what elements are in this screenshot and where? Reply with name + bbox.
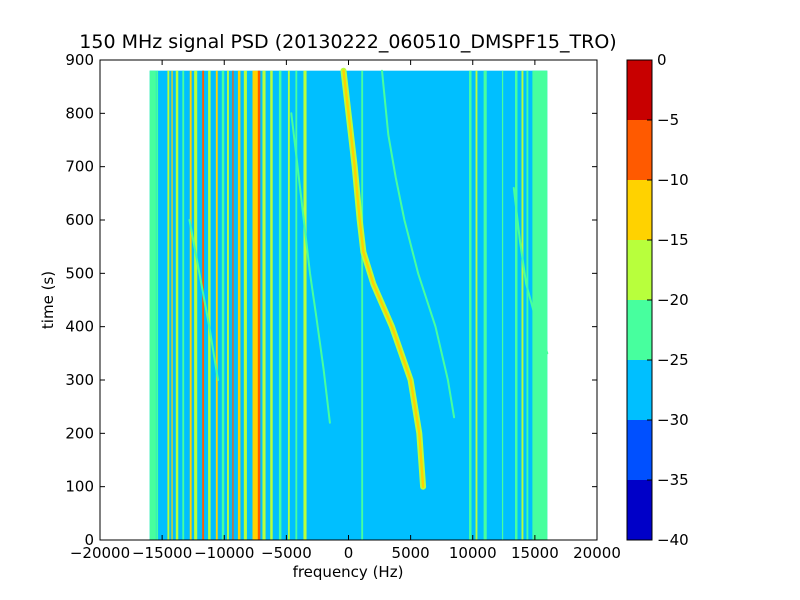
- signal-line: [252, 70, 259, 541]
- y-tick-label: 300: [65, 371, 94, 389]
- signal-line: [202, 70, 205, 541]
- signal-line: [237, 70, 241, 541]
- x-tick-label: 5000: [392, 544, 430, 562]
- signal-line: [361, 70, 364, 541]
- signal-line: [257, 70, 261, 541]
- colorbar-tick-label: −25: [657, 351, 689, 369]
- signal-line: [208, 70, 211, 541]
- signal-line: [483, 70, 487, 541]
- x-tick-label: −20000: [70, 544, 130, 562]
- doppler-trace: [342, 69, 425, 488]
- signal-line: [232, 70, 234, 541]
- colorbar-segment: [627, 180, 652, 240]
- signal-line: [303, 70, 307, 541]
- colorbar-segment: [627, 480, 652, 540]
- signal-line: [175, 70, 179, 541]
- colorbar-segment: [627, 420, 652, 480]
- colorbar-tick-label: −30: [657, 411, 689, 429]
- doppler-trace: [290, 112, 331, 424]
- colorbar-segment: [627, 300, 652, 360]
- colorbar-segment: [627, 360, 652, 420]
- signal-line: [167, 70, 170, 541]
- colorbar-tick-label: −15: [657, 231, 689, 249]
- colorbar-tick-label: −20: [657, 291, 689, 309]
- y-tick-label: 400: [65, 318, 94, 336]
- signal-line: [243, 70, 247, 541]
- colorbar-tick-label: −5: [657, 111, 679, 129]
- signal-line: [526, 70, 529, 541]
- x-tick-label: 0: [344, 544, 354, 562]
- signal-line: [156, 70, 159, 541]
- heatmap: [149, 67, 549, 541]
- x-tick-label: 20000: [573, 544, 621, 562]
- colorbar-tick-label: −35: [657, 471, 689, 489]
- colorbar: 0 −5 −10 −15 −20 −25 −30 −35 −40: [626, 51, 689, 549]
- signal-line: [521, 70, 524, 541]
- signal-line: [194, 70, 198, 541]
- y-tick-label: 200: [65, 424, 94, 442]
- signal-line: [227, 70, 229, 541]
- signal-line: [149, 70, 156, 541]
- x-axis-label: frequency (Hz): [293, 563, 404, 581]
- doppler-trace: [381, 69, 456, 419]
- x-tick-label: −5000: [261, 544, 312, 562]
- y-tick-label: 700: [65, 158, 94, 176]
- signal-line: [514, 70, 518, 541]
- x-tick-label: −10000: [194, 544, 254, 562]
- doppler-trace: [188, 219, 219, 381]
- signal-line: [295, 70, 298, 541]
- y-tick-label: 800: [65, 104, 94, 122]
- signal-line: [189, 70, 192, 541]
- colorbar-segment: [627, 60, 652, 120]
- signal-line: [278, 70, 282, 541]
- y-axis: 0 100 200 300 400 500 600 700 800 900: [65, 51, 597, 549]
- y-axis-label: time (s): [39, 271, 57, 329]
- y-tick-label: 100: [65, 478, 94, 496]
- signal-line: [287, 70, 290, 541]
- signal-line: [270, 70, 273, 541]
- signal-line: [215, 70, 218, 541]
- colorbar-segment: [627, 240, 652, 300]
- x-tick-label: 10000: [449, 544, 497, 562]
- y-tick-label: 0: [84, 531, 94, 549]
- signal-line: [469, 70, 472, 541]
- colorbar-segment: [627, 120, 652, 180]
- x-axis: −20000 −15000 −10000 −5000 0 5000 10000 15000 20…: [70, 60, 621, 562]
- signal-line: [501, 70, 504, 541]
- signal-line: [475, 70, 478, 541]
- signal-line: [221, 70, 225, 541]
- chart-title: 150 MHz signal PSD (20130222_060510_DMSP…: [79, 31, 616, 53]
- x-tick-label: 15000: [511, 544, 559, 562]
- signal-line: [532, 70, 548, 541]
- signal-line: [182, 70, 185, 541]
- signal-line: [262, 70, 266, 541]
- y-tick-label: 600: [65, 211, 94, 229]
- doppler-trace: [512, 187, 549, 355]
- y-tick-label: 900: [65, 51, 94, 69]
- y-tick-label: 500: [65, 264, 94, 282]
- colorbar-tick-label: 0: [657, 51, 667, 69]
- signal-line: [171, 70, 173, 541]
- colorbar-tick-label: −10: [657, 171, 689, 189]
- x-tick-label: −15000: [132, 544, 192, 562]
- colorbar-tick-label: −40: [657, 531, 689, 549]
